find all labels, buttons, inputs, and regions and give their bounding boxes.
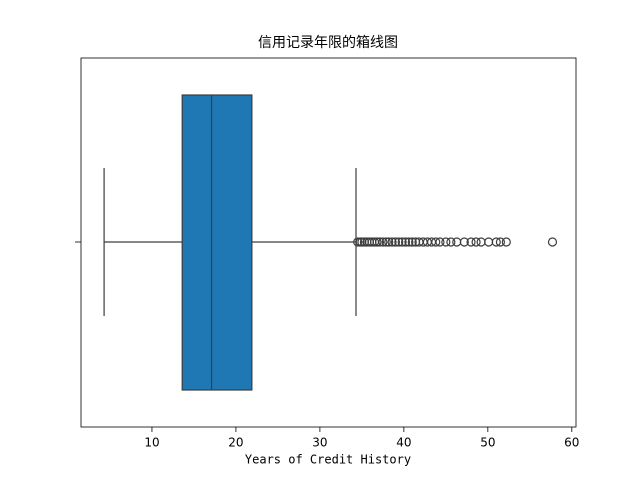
box	[181, 94, 253, 391]
x-tick-label: 60	[564, 436, 579, 450]
outlier	[400, 237, 411, 247]
outlier	[435, 237, 445, 247]
outlier	[394, 237, 404, 247]
outlier	[384, 237, 394, 247]
x-tick-label: 20	[228, 436, 243, 450]
x-tick-label: 10	[144, 436, 159, 450]
outlier	[547, 237, 558, 247]
outlier	[471, 237, 481, 247]
outlier	[387, 237, 397, 247]
outlier	[378, 237, 388, 247]
outlier	[501, 237, 511, 247]
x-tick-label: 30	[312, 436, 327, 450]
outlier	[381, 237, 391, 247]
outlier	[431, 237, 441, 247]
plot-frame	[80, 57, 577, 428]
outlier	[372, 237, 382, 247]
outlier	[441, 237, 451, 247]
outlier	[407, 237, 417, 247]
outlier	[459, 237, 469, 247]
outlier	[353, 237, 363, 247]
x-axis-label: Years of Credit History	[245, 453, 411, 467]
outlier	[390, 237, 401, 247]
x-tick-label: 40	[396, 436, 411, 450]
outlier	[446, 237, 456, 247]
outlier	[476, 237, 486, 247]
outlier	[404, 237, 414, 247]
outlier	[484, 237, 494, 247]
outlier	[466, 237, 476, 247]
x-tick-label: 50	[480, 436, 495, 450]
outlier	[452, 237, 462, 247]
outlier	[491, 237, 501, 247]
outlier	[495, 237, 506, 247]
outlier	[397, 237, 407, 247]
outlier	[374, 237, 385, 247]
chart-title: 信用记录年限的箱线图	[258, 35, 398, 51]
